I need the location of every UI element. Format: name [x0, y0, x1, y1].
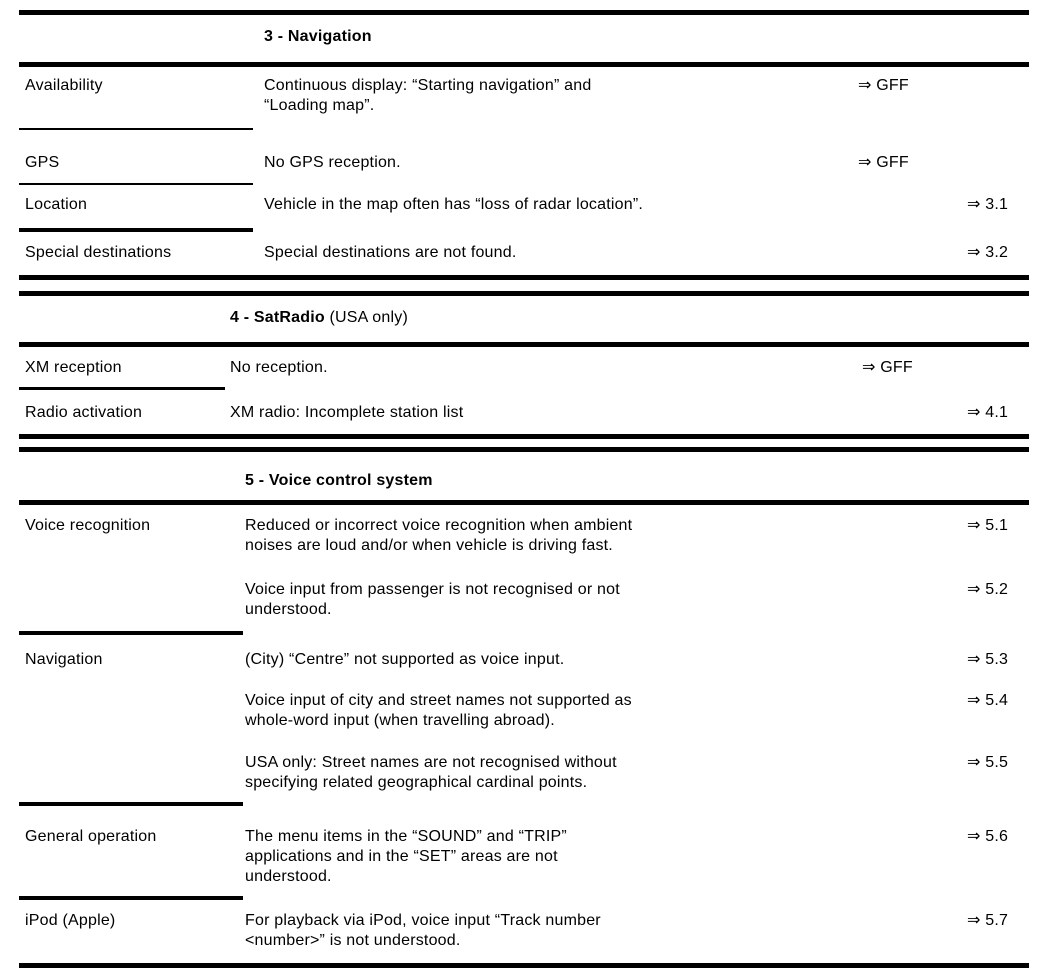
section-navigation: 3 - Navigation Availability Continuous d…: [19, 10, 1029, 280]
row-items: No GPS reception. ⇒ GFF: [264, 153, 1029, 173]
row-divider: [19, 183, 253, 185]
section-voice-control: 5 - Voice control system Voice recogniti…: [19, 447, 1029, 968]
fault-description: No reception.: [230, 359, 328, 376]
section-header: 4 - SatRadio (USA only): [19, 296, 1029, 347]
row-items: XM radio: Incomplete station list ⇒ 4.1: [230, 403, 1029, 423]
section-header: 5 - Voice control system: [19, 452, 1029, 505]
reference-link: ⇒ 3.1: [967, 196, 1009, 213]
category-cell: XM reception: [25, 359, 122, 376]
category-cell: Availability: [25, 77, 103, 94]
fault-item: (City) “Centre” not supported as voice i…: [245, 650, 1029, 670]
fault-description: For playback via iPod, voice input “Trac…: [245, 912, 601, 949]
fault-item: Voice input from passenger is not recogn…: [245, 580, 1029, 620]
section-title-suffix: (USA only): [324, 309, 408, 326]
reference-link: ⇒ GFF: [862, 359, 913, 376]
fault-item: No reception. ⇒ GFF: [230, 358, 1029, 378]
fault-description: Continuous display: “Starting navigation…: [264, 77, 592, 114]
reference-link: ⇒ GFF: [858, 77, 909, 94]
category-cell: GPS: [25, 154, 60, 171]
reference-link: ⇒ 3.2: [967, 244, 1009, 261]
fault-description: Voice input from passenger is not recogn…: [245, 581, 620, 618]
row-divider: [19, 631, 243, 635]
fault-item: Continuous display: “Starting navigation…: [264, 76, 1029, 116]
table-row: GPS No GPS reception. ⇒ GFF: [19, 130, 1029, 183]
category-cell: Location: [25, 196, 88, 213]
section-title: 4 - SatRadio: [230, 309, 325, 326]
fault-item: Voice input of city and street names not…: [245, 691, 1029, 731]
row-items: The menu items in the “SOUND” and “TRIP”…: [245, 827, 1029, 887]
row-items: Special destinations are not found. ⇒ 3.…: [264, 243, 1029, 263]
row-items: Vehicle in the map often has “loss of ra…: [264, 195, 1029, 215]
fault-description: USA only: Street names are not recognise…: [245, 754, 617, 791]
category-cell: Navigation: [25, 651, 103, 668]
category-cell: Radio activation: [25, 404, 143, 421]
category-cell: Voice recognition: [25, 517, 151, 534]
row-items: For playback via iPod, voice input “Trac…: [245, 911, 1029, 951]
table-row: Navigation (City) “Centre” not supported…: [19, 635, 1029, 802]
fault-item: Special destinations are not found. ⇒ 3.…: [264, 243, 1029, 263]
row-items: Continuous display: “Starting navigation…: [264, 76, 1029, 116]
row-items: (City) “Centre” not supported as voice i…: [245, 650, 1029, 793]
table-row: Voice recognition Reduced or incorrect v…: [19, 505, 1029, 631]
row-divider: [19, 802, 243, 806]
fault-description: Special destinations are not found.: [264, 244, 517, 261]
row-divider: [19, 228, 253, 232]
reference-link: ⇒ 5.5: [967, 754, 1009, 771]
fault-item: No GPS reception. ⇒ GFF: [264, 153, 1029, 173]
row-divider: [19, 896, 243, 900]
fault-description: The menu items in the “SOUND” and “TRIP”…: [245, 828, 567, 885]
fault-item: XM radio: Incomplete station list ⇒ 4.1: [230, 403, 1029, 423]
fault-item: For playback via iPod, voice input “Trac…: [245, 911, 1029, 951]
fault-item: USA only: Street names are not recognise…: [245, 753, 1029, 793]
row-items: No reception. ⇒ GFF: [230, 358, 1029, 378]
row-divider: [19, 387, 225, 390]
row-items: Reduced or incorrect voice recognition w…: [245, 516, 1029, 620]
fault-description: Vehicle in the map often has “loss of ra…: [264, 196, 644, 213]
fault-item: Vehicle in the map often has “loss of ra…: [264, 195, 1029, 215]
table-row: XM reception No reception. ⇒ GFF: [19, 347, 1029, 387]
fault-description: (City) “Centre” not supported as voice i…: [245, 651, 565, 668]
reference-link: ⇒ 5.4: [967, 692, 1009, 709]
section-satradio: 4 - SatRadio (USA only) XM reception No …: [19, 291, 1029, 439]
section-header: 3 - Navigation: [19, 15, 1029, 67]
category-cell: iPod (Apple): [25, 912, 116, 929]
reference-link: ⇒ GFF: [858, 154, 909, 171]
table-row: Availability Continuous display: “Starti…: [19, 67, 1029, 128]
reference-link: ⇒ 5.6: [967, 828, 1009, 845]
section-title: 3 - Navigation: [264, 28, 372, 45]
fault-description: No GPS reception.: [264, 154, 401, 171]
reference-link: ⇒ 5.3: [967, 651, 1009, 668]
row-divider: [19, 128, 253, 130]
table-row: Location Vehicle in the map often has “l…: [19, 185, 1029, 228]
reference-link: ⇒ 4.1: [967, 404, 1009, 421]
category-cell: Special destinations: [25, 244, 172, 261]
fault-item: The menu items in the “SOUND” and “TRIP”…: [245, 827, 1029, 887]
category-cell: General operation: [25, 828, 157, 845]
section-title: 5 - Voice control system: [245, 472, 433, 489]
fault-item: Reduced or incorrect voice recognition w…: [245, 516, 1029, 556]
fault-description: Reduced or incorrect voice recognition w…: [245, 517, 633, 554]
table-row: iPod (Apple) For playback via iPod, voic…: [19, 900, 1029, 963]
reference-link: ⇒ 5.7: [967, 912, 1009, 929]
fault-description: XM radio: Incomplete station list: [230, 404, 464, 421]
table-row: General operation The menu items in the …: [19, 806, 1029, 896]
fault-description: Voice input of city and street names not…: [245, 692, 632, 729]
table-row: Radio activation XM radio: Incomplete st…: [19, 390, 1029, 434]
fault-table: 3 - Navigation Availability Continuous d…: [19, 10, 1029, 968]
table-row: Special destinations Special destination…: [19, 232, 1029, 275]
reference-link: ⇒ 5.2: [967, 581, 1009, 598]
reference-link: ⇒ 5.1: [967, 517, 1009, 534]
